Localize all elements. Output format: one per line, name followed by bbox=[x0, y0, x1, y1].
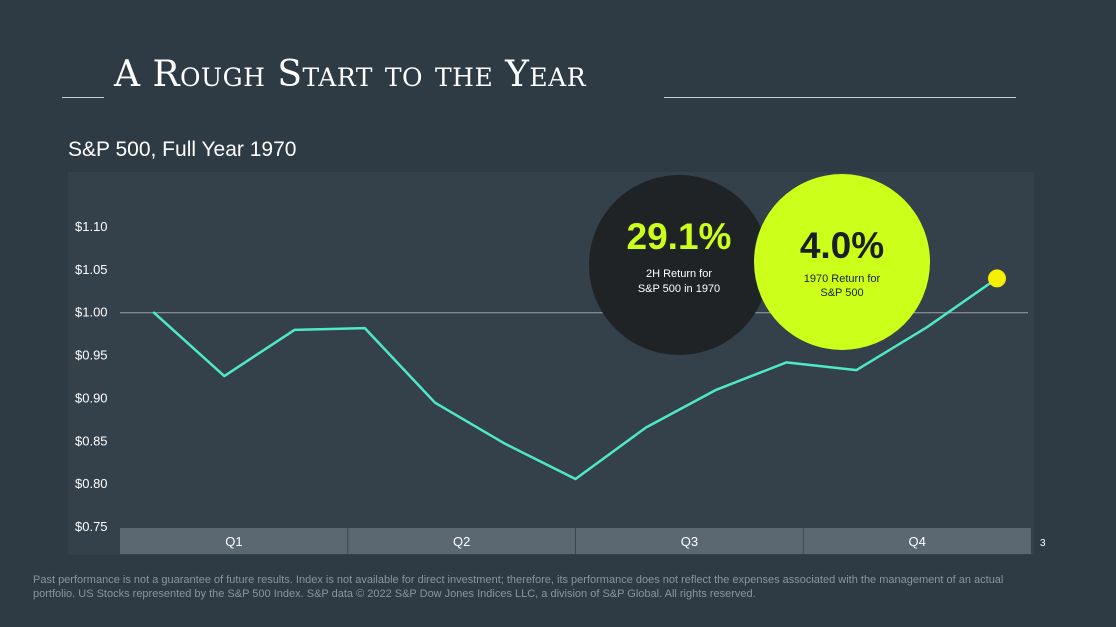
title-rule-right bbox=[664, 97, 1016, 98]
full-year-return-label: S&P 500 bbox=[820, 287, 863, 299]
second-half-return-value: 29.1% bbox=[627, 216, 732, 257]
second-half-return-circle bbox=[589, 175, 769, 355]
full-year-return-value: 4.0% bbox=[800, 225, 884, 266]
x-category-label: Q2 bbox=[453, 534, 470, 549]
slide-title: A Rough Start to the Year bbox=[114, 54, 587, 95]
y-tick-label: $0.85 bbox=[75, 433, 108, 448]
y-tick-label: $1.05 bbox=[75, 262, 108, 277]
second-half-return-label: S&P 500 in 1970 bbox=[638, 283, 720, 295]
full-year-return-label: 1970 Return for bbox=[804, 273, 881, 285]
y-tick-label: $0.90 bbox=[75, 390, 108, 405]
y-tick-label: $0.80 bbox=[75, 476, 108, 491]
page-number: 3 bbox=[1040, 538, 1046, 549]
y-tick-label: $0.75 bbox=[75, 519, 108, 534]
end-point-marker bbox=[988, 269, 1006, 288]
sp500-series-line bbox=[152, 277, 999, 481]
chart-panel: $1.10 $1.05 $1.00 $0.95 $0.90 $0.85 $0.80 $0.75… bbox=[68, 172, 1034, 555]
chart-subtitle: S&P 500, Full Year 1970 bbox=[68, 138, 297, 161]
y-tick-label: $1.10 bbox=[75, 219, 108, 234]
x-category-label: Q4 bbox=[908, 534, 925, 549]
y-tick-label: $0.95 bbox=[75, 348, 108, 363]
x-category-label: Q3 bbox=[681, 534, 698, 549]
full-year-return-circle bbox=[754, 174, 930, 350]
y-tick-label: $1.00 bbox=[75, 305, 108, 320]
disclaimer-footer: Past performance is not a guarantee of f… bbox=[33, 574, 1004, 600]
line-chart: $1.10 $1.05 $1.00 $0.95 $0.90 $0.85 $0.80 $0.75… bbox=[75, 174, 1031, 554]
title-rule-left bbox=[62, 97, 104, 98]
x-category-label: Q1 bbox=[225, 534, 242, 549]
second-half-return-label: 2H Return for bbox=[646, 268, 712, 280]
title-row: A Rough Start to the Year bbox=[62, 52, 1016, 102]
